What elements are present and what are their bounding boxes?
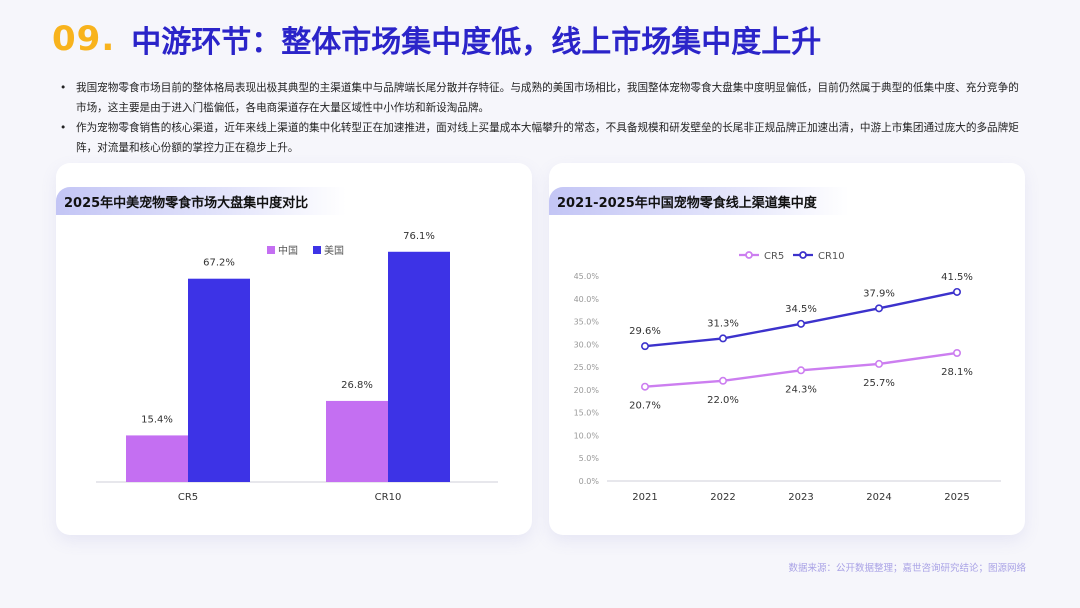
bullet-text: 我国宠物零食市场目前的整体格局表现出极其典型的主渠道集中与品牌端长尾分散并存特征… — [76, 82, 1019, 114]
line-chart: CR5 CR10 0.0% 5.0% 10.0% 15.0% 20.0% 25.0% 30.0%… — [574, 251, 1001, 503]
legend-label-1: CR5 — [764, 251, 784, 262]
x-tick-label: 2025 — [944, 492, 969, 503]
bullet-item: • 我国宠物零食市场目前的整体格局表现出极其典型的主渠道集中与品牌端长尾分散并存… — [60, 78, 1020, 118]
point-value-label: 29.6% — [629, 326, 661, 337]
data-point — [874, 304, 883, 313]
bar-value-label: 15.4% — [141, 414, 173, 425]
series-line-cr10 — [644, 290, 958, 348]
data-point — [874, 359, 883, 368]
point-value-label: 28.1% — [941, 367, 973, 378]
bullet-text: 作为宠物零食销售的核心渠道，近年来线上渠道的集中化转型正在加速推进，面对线上买量… — [76, 122, 1019, 154]
y-tick-label: 25.0% — [574, 363, 600, 372]
bar-value-label: 26.8% — [341, 380, 373, 391]
legend-label-2: 美国 — [324, 244, 344, 257]
y-tick-label: 40.0% — [574, 295, 600, 304]
x-tick-label: 2024 — [866, 492, 891, 503]
point-value-label: 24.3% — [785, 384, 817, 395]
point-value-label: 31.3% — [707, 318, 739, 329]
y-tick-label: 15.0% — [574, 409, 600, 418]
x-tick-label: CR5 — [178, 492, 198, 503]
x-tick-label: CR10 — [375, 492, 402, 503]
bar-chart-card: 2025年中美宠物零食市场大盘集中度对比 中国 美国 15.4% 67.2% CR5 26… — [56, 163, 532, 535]
point-value-label: 34.5% — [785, 304, 817, 315]
bar — [326, 400, 388, 482]
data-point — [641, 342, 650, 351]
bullet-dot: • — [60, 82, 67, 94]
y-tick-label: 45.0% — [574, 272, 600, 281]
y-tick-label: 0.0% — [579, 477, 600, 486]
source-note: 数据来源：公开数据整理；嘉世咨询研究结论；图源网络 — [788, 563, 1026, 574]
y-tick-label: 5.0% — [579, 454, 600, 463]
point-value-label: 41.5% — [941, 272, 973, 283]
bar-chart-title: 2025年中美宠物零食市场大盘集中度对比 — [56, 187, 346, 215]
data-point — [952, 287, 961, 296]
x-tick-label: 2023 — [788, 492, 813, 503]
data-point — [797, 366, 806, 375]
point-value-label: 37.9% — [863, 288, 895, 299]
line-chart-card: 2021-2025年中国宠物零食线上渠道集中度 CR5 CR10 0.0% 5.0% 1… — [549, 163, 1025, 535]
page-header: 09. 中游环节：整体市场集中度低，线上市场集中度上升 — [52, 14, 821, 64]
bar — [188, 278, 250, 482]
x-tick-label: 2022 — [710, 492, 735, 503]
point-value-label: 20.7% — [629, 401, 661, 412]
bar-value-label: 67.2% — [203, 258, 235, 269]
section-number: 09. — [52, 19, 116, 59]
bar-chart: 中国 美国 15.4% 67.2% CR5 26.8% 76.1% CR10 — [96, 231, 498, 503]
x-tick-label: 2021 — [632, 492, 657, 503]
point-value-label: 25.7% — [863, 378, 895, 389]
legend-label-2: CR10 — [818, 251, 845, 262]
legend-swatch-2 — [313, 246, 321, 254]
y-tick-label: 30.0% — [574, 340, 600, 349]
y-tick-label: 10.0% — [574, 431, 600, 440]
data-point — [719, 376, 728, 385]
data-point — [797, 319, 806, 328]
legend-marker-2 — [799, 251, 807, 259]
bullet-list: • 我国宠物零食市场目前的整体格局表现出极其典型的主渠道集中与品牌端长尾分散并存… — [60, 78, 1020, 158]
legend-swatch-1 — [267, 246, 275, 254]
page-title: 中游环节：整体市场集中度低，线上市场集中度上升 — [131, 25, 822, 60]
bar-value-label: 76.1% — [403, 231, 435, 242]
legend-marker-1 — [745, 251, 753, 259]
bullet-dot: • — [60, 122, 67, 134]
y-tick-label: 35.0% — [574, 318, 600, 327]
point-value-label: 22.0% — [707, 395, 739, 406]
line-chart-title: 2021-2025年中国宠物零食线上渠道集中度 — [549, 187, 849, 215]
legend-label-1: 中国 — [278, 244, 298, 257]
data-point — [719, 334, 728, 343]
bullet-item: • 作为宠物零食销售的核心渠道，近年来线上渠道的集中化转型正在加速推进，面对线上… — [60, 118, 1020, 158]
data-point — [952, 348, 961, 357]
y-tick-label: 20.0% — [574, 386, 600, 395]
bar — [388, 251, 450, 482]
bar — [126, 435, 188, 482]
data-point — [641, 382, 650, 391]
